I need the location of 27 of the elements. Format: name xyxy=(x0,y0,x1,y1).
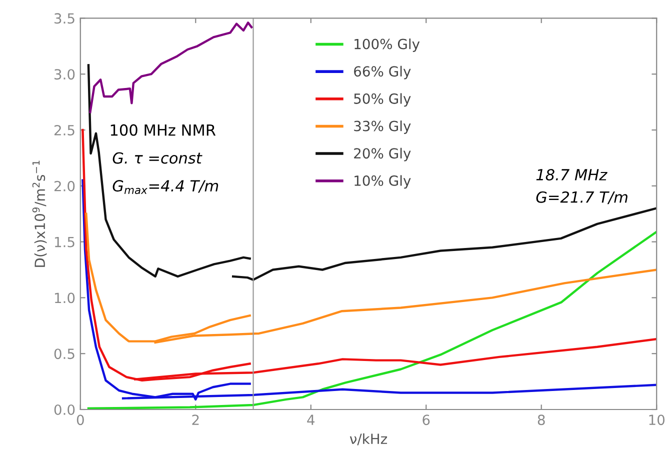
legend-label: 33% Gly xyxy=(354,120,411,134)
x-tick-label: 2 xyxy=(192,414,199,425)
y-tick-label: 0.5 xyxy=(54,348,74,360)
annotation: 100 MHz NMR xyxy=(110,124,216,136)
x-tick-label: 8 xyxy=(538,414,545,426)
legend-label: 20% Gly xyxy=(354,148,411,162)
y-tick-label: 1.5 xyxy=(54,236,74,248)
annotation: G. τ =const xyxy=(112,152,202,164)
annotation: G=21.7 T/m xyxy=(536,191,628,204)
y-axis-title: D(ν)x10$^{9}$/m$^{2}$s$^{−1}$ xyxy=(32,160,47,267)
legend-label: 100% Gly xyxy=(354,38,420,52)
x-tick-label: 6 xyxy=(422,414,430,426)
y-tick-label: 3.5 xyxy=(54,13,74,24)
y-tick-label: 3.0 xyxy=(54,69,75,80)
y-tick-label: 0.0 xyxy=(54,404,75,415)
legend-label: 10% Gly xyxy=(354,175,411,189)
legend-label: 66% Gly xyxy=(354,66,411,80)
y-tick-label: 2.0 xyxy=(54,180,75,192)
annotation: 18.7 MHz xyxy=(536,168,608,181)
x-tick-label: 4 xyxy=(307,414,315,425)
y-tick-label: 1.0 xyxy=(54,292,75,304)
legend-label: 50% Gly xyxy=(354,93,411,107)
x-tick-label: 0 xyxy=(76,414,84,426)
x-tick-label: 10 xyxy=(649,414,665,426)
y-tick-label: 2.5 xyxy=(54,124,74,136)
x-axis-title: ν/kHz xyxy=(350,433,388,446)
annotation: G$_{max}$=4.4 T/m xyxy=(112,180,218,194)
